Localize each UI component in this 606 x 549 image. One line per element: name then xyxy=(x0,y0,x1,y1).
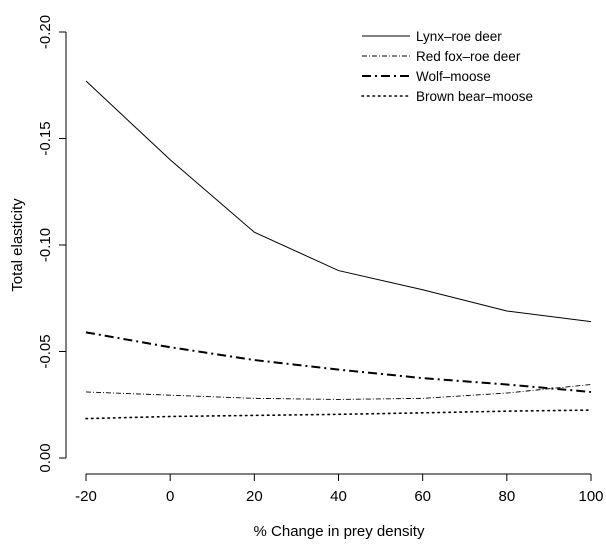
y-tick-label: -0.10 xyxy=(37,228,54,262)
y-axis-label: Total elasticity xyxy=(9,198,26,292)
series-line-2 xyxy=(85,331,592,393)
x-tick-label: 40 xyxy=(330,488,347,505)
y-axis-ticks: 0.00 -0.05 -0.10 -0.15 -0.20 xyxy=(37,15,66,473)
y-tick-label: -0.20 xyxy=(37,15,54,49)
legend-label-1: Red fox–roe deer xyxy=(416,49,521,64)
series-line-1 xyxy=(85,384,592,400)
x-tick-label: -20 xyxy=(75,488,97,505)
series-line-3 xyxy=(85,409,592,420)
x-axis-ticks: -20 0 20 40 60 80 100 xyxy=(75,474,604,505)
x-tick-label: 20 xyxy=(246,488,263,505)
y-tick-label: -0.15 xyxy=(37,121,54,155)
series-lines xyxy=(85,80,592,420)
legend: Lynx–roe deer Red fox–roe deer Wolf–moose B… xyxy=(361,29,533,104)
x-tick-label: 80 xyxy=(498,488,515,505)
legend-label-3: Brown bear–moose xyxy=(416,89,533,104)
x-tick-label: 0 xyxy=(166,488,174,505)
x-tick-label: 100 xyxy=(578,488,603,505)
legend-label-0: Lynx–roe deer xyxy=(416,29,502,44)
y-tick-label: -0.05 xyxy=(37,334,54,368)
x-tick-label: 60 xyxy=(414,488,431,505)
y-tick-label: 0.00 xyxy=(37,443,54,472)
series-line-0 xyxy=(85,80,592,323)
legend-label-2: Wolf–moose xyxy=(416,69,491,84)
x-axis-label: % Change in prey density xyxy=(254,523,425,540)
